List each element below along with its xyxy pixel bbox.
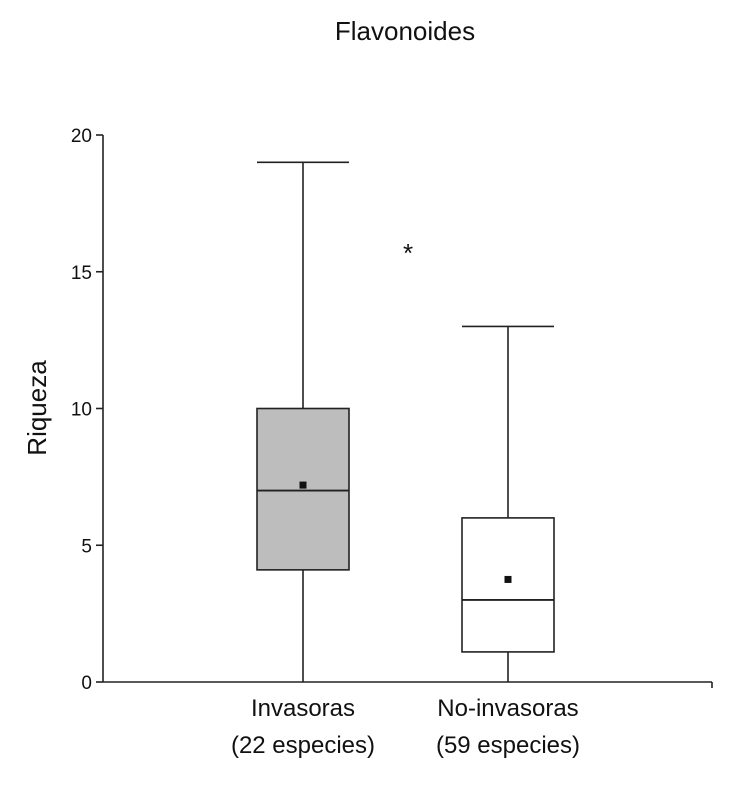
box-group	[256, 161, 350, 682]
box-group	[461, 325, 555, 682]
y-tick-label: 10	[71, 400, 92, 421]
mean-marker	[299, 481, 307, 489]
y-tick-label: 15	[71, 263, 92, 284]
mean-marker	[504, 575, 512, 583]
box-iqr	[256, 407, 350, 571]
significance-marker: *	[403, 238, 413, 268]
y-axis-label: Riqueza	[22, 360, 52, 456]
axes: 0 5 10 15 20 Invasoras (22 especies) No-invasor…	[71, 126, 713, 759]
box-iqr	[461, 517, 555, 653]
y-tick-label: 5	[81, 536, 92, 557]
x-tick-label: Invasoras	[251, 695, 355, 722]
boxes	[256, 161, 555, 682]
x-tick-label: No-invasoras	[437, 695, 578, 722]
x-tick-sublabel: (22 especies)	[231, 732, 375, 759]
y-tick-label: 20	[71, 126, 92, 147]
chart-title: Flavonoides	[335, 16, 475, 46]
y-tick-label: 0	[81, 673, 92, 694]
x-tick-sublabel: (59 especies)	[436, 732, 580, 759]
